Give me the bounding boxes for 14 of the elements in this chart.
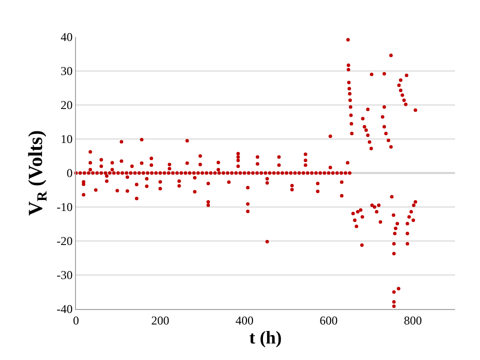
y-tick-label: 30: [60, 64, 73, 78]
y-tick-label: -30: [56, 268, 73, 282]
y-tick-label: -40: [56, 302, 73, 316]
y-tick-label: 40: [60, 30, 73, 44]
x-axis-title: t (h): [249, 328, 282, 348]
x-tick-label: 600: [320, 313, 338, 328]
y-tick-label: 20: [60, 98, 73, 112]
x-tick-label: 800: [404, 313, 422, 328]
x-tick-label: 200: [151, 313, 170, 328]
y-tick-label: -20: [56, 234, 73, 248]
y-tick-label: 10: [60, 132, 73, 146]
y-tick-label: 0: [66, 166, 73, 180]
y-tick-label: -10: [56, 200, 73, 214]
x-tick-label: 400: [235, 313, 254, 328]
